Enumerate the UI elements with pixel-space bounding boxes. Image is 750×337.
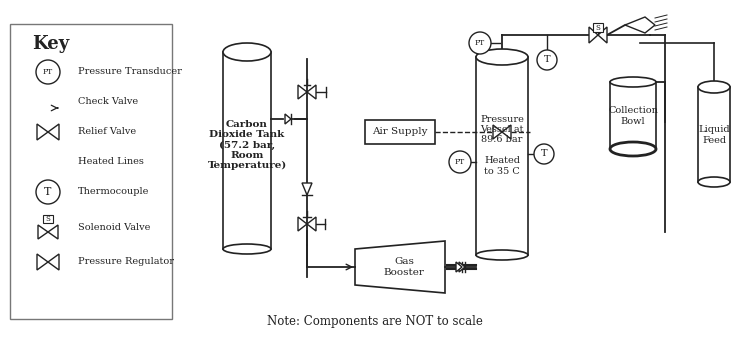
Ellipse shape — [698, 81, 730, 93]
Text: T: T — [544, 56, 550, 64]
Polygon shape — [459, 262, 465, 272]
Polygon shape — [298, 85, 307, 99]
Circle shape — [36, 180, 60, 204]
Polygon shape — [37, 124, 48, 140]
Polygon shape — [48, 124, 59, 140]
Text: Thermocouple: Thermocouple — [78, 187, 149, 196]
Text: PT: PT — [43, 68, 53, 76]
Polygon shape — [493, 125, 502, 139]
Polygon shape — [285, 114, 291, 124]
Ellipse shape — [610, 77, 656, 87]
Text: Gas
Booster: Gas Booster — [383, 257, 424, 277]
Polygon shape — [48, 225, 58, 239]
Polygon shape — [355, 241, 445, 293]
Text: Collection
Bowl: Collection Bowl — [608, 106, 658, 126]
Bar — [698, 87, 730, 182]
Bar — [10, 24, 172, 319]
Polygon shape — [502, 125, 511, 139]
Bar — [365, 120, 435, 144]
Text: PT: PT — [475, 39, 485, 47]
Text: Solenoid Valve: Solenoid Valve — [78, 223, 150, 233]
Text: Heated Lines: Heated Lines — [78, 157, 144, 166]
Text: Pressure Regulator: Pressure Regulator — [78, 257, 174, 267]
Text: Carbon
Dioxide Tank
(57.2 bar,
Room
Temperature): Carbon Dioxide Tank (57.2 bar, Room Temp… — [207, 120, 286, 171]
Circle shape — [534, 144, 554, 164]
Text: T: T — [44, 187, 52, 197]
Text: S: S — [46, 215, 50, 223]
Text: T: T — [541, 150, 548, 158]
Text: Air Supply: Air Supply — [372, 127, 427, 136]
Ellipse shape — [610, 142, 656, 156]
Text: PT: PT — [454, 158, 465, 166]
Bar — [593, 23, 603, 32]
Polygon shape — [38, 225, 48, 239]
Ellipse shape — [223, 244, 271, 254]
Bar — [223, 52, 271, 249]
Bar — [610, 82, 656, 149]
Text: Note: Components are NOT to scale: Note: Components are NOT to scale — [267, 315, 483, 329]
Polygon shape — [302, 183, 312, 195]
Polygon shape — [625, 17, 655, 33]
Polygon shape — [37, 254, 48, 270]
Text: Relief Valve: Relief Valve — [78, 127, 136, 136]
Polygon shape — [456, 262, 462, 272]
Text: Check Valve: Check Valve — [78, 97, 138, 106]
Polygon shape — [307, 217, 316, 231]
Text: Pressure
Vessel at
89.6 bar

Heated
to 35 C: Pressure Vessel at 89.6 bar Heated to 35… — [480, 115, 524, 176]
Polygon shape — [307, 85, 316, 99]
Ellipse shape — [476, 250, 528, 260]
Polygon shape — [298, 217, 307, 231]
Bar — [476, 57, 528, 255]
Text: S: S — [596, 24, 601, 31]
Ellipse shape — [476, 49, 528, 65]
Text: Pressure Transducer: Pressure Transducer — [78, 67, 182, 76]
Circle shape — [537, 50, 557, 70]
Ellipse shape — [223, 43, 271, 61]
Text: Key: Key — [32, 35, 69, 53]
Polygon shape — [598, 27, 607, 43]
Circle shape — [469, 32, 491, 54]
Circle shape — [449, 151, 471, 173]
Bar — [43, 215, 53, 223]
Polygon shape — [589, 27, 598, 43]
Ellipse shape — [698, 177, 730, 187]
Circle shape — [36, 60, 60, 84]
Polygon shape — [48, 254, 59, 270]
Text: Liquid
Feed: Liquid Feed — [698, 125, 730, 145]
